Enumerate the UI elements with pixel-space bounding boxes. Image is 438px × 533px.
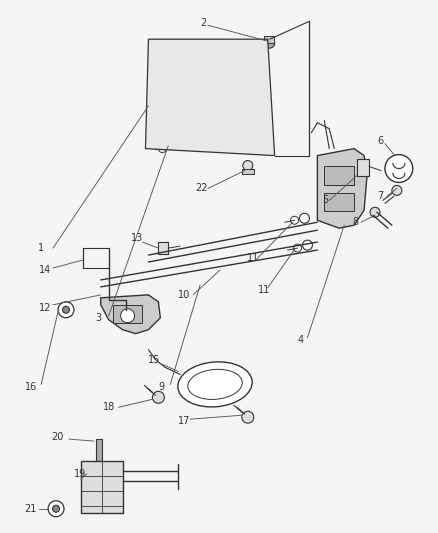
Circle shape xyxy=(48,501,64,516)
Bar xyxy=(242,168,254,174)
Text: 4: 4 xyxy=(297,335,304,345)
Polygon shape xyxy=(168,83,248,126)
Circle shape xyxy=(265,38,275,48)
Circle shape xyxy=(370,207,380,217)
Circle shape xyxy=(385,155,413,182)
Polygon shape xyxy=(318,149,367,228)
Ellipse shape xyxy=(188,369,242,399)
Circle shape xyxy=(120,309,134,322)
Circle shape xyxy=(392,185,402,196)
Circle shape xyxy=(303,240,312,250)
Text: 20: 20 xyxy=(51,432,64,442)
Text: 8: 8 xyxy=(352,217,358,227)
Bar xyxy=(155,141,173,149)
Ellipse shape xyxy=(178,362,252,407)
Text: 10: 10 xyxy=(178,290,191,300)
Bar xyxy=(264,36,274,43)
Text: 11: 11 xyxy=(258,285,270,295)
Polygon shape xyxy=(178,91,235,118)
Circle shape xyxy=(290,216,298,224)
Text: 7: 7 xyxy=(377,191,383,201)
Bar xyxy=(357,158,369,176)
Circle shape xyxy=(243,160,253,171)
Bar xyxy=(324,166,354,185)
Text: 3: 3 xyxy=(96,313,102,323)
Circle shape xyxy=(300,213,309,223)
Circle shape xyxy=(53,505,60,512)
Circle shape xyxy=(170,134,180,144)
Polygon shape xyxy=(145,39,275,156)
Text: 12: 12 xyxy=(39,303,52,313)
Bar xyxy=(159,242,168,254)
Bar xyxy=(113,305,142,322)
Text: 16: 16 xyxy=(25,382,38,392)
Text: 19: 19 xyxy=(74,469,86,479)
Text: 6: 6 xyxy=(377,136,383,146)
Text: 17: 17 xyxy=(178,416,191,426)
Circle shape xyxy=(242,411,254,423)
Text: 21: 21 xyxy=(24,504,37,514)
Bar xyxy=(81,461,123,513)
Circle shape xyxy=(293,244,301,252)
Polygon shape xyxy=(101,295,160,334)
Text: 15: 15 xyxy=(148,354,160,365)
Text: 11: 11 xyxy=(247,253,259,263)
Text: 1: 1 xyxy=(38,243,44,253)
Circle shape xyxy=(152,391,164,403)
Bar xyxy=(324,193,354,211)
Text: 14: 14 xyxy=(39,265,51,275)
Text: 13: 13 xyxy=(131,233,143,243)
Text: 18: 18 xyxy=(103,402,115,412)
Text: 5: 5 xyxy=(322,196,328,205)
Bar xyxy=(96,439,102,461)
Circle shape xyxy=(63,306,70,313)
Circle shape xyxy=(58,302,74,318)
Text: 2: 2 xyxy=(200,18,206,28)
Text: 9: 9 xyxy=(159,382,165,392)
Circle shape xyxy=(173,136,178,141)
Text: 22: 22 xyxy=(195,183,208,193)
